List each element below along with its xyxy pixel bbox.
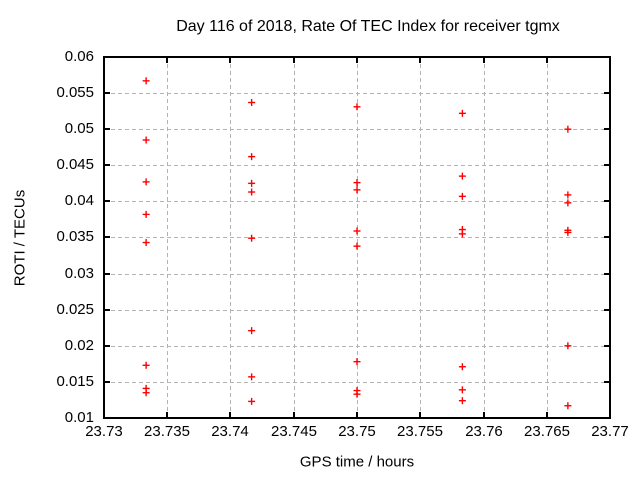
y-tick-label: 0.025 xyxy=(56,301,94,318)
y-tick-label: 0.01 xyxy=(64,409,94,426)
y-tick-label: 0.055 xyxy=(56,84,94,101)
x-axis-label: GPS time / hours xyxy=(299,453,415,471)
chart-title: Day 116 of 2018, Rate Of TEC Index for r… xyxy=(176,18,560,35)
x-tick-label: 23.73 xyxy=(85,423,123,440)
y-tick-label: 0.06 xyxy=(64,48,94,65)
x-tick-label: 23.76 xyxy=(465,423,503,440)
x-tick-label: 23.755 xyxy=(397,423,443,440)
x-tick-label: 23.745 xyxy=(271,423,317,440)
x-tick-label: 23.77 xyxy=(591,423,629,440)
y-tick-label: 0.03 xyxy=(64,265,94,282)
y-tick-label: 0.045 xyxy=(56,156,94,173)
y-tick-label: 0.05 xyxy=(64,120,94,137)
y-tick-label: 0.015 xyxy=(56,373,94,390)
y-tick-label: 0.035 xyxy=(56,228,94,245)
x-tick-label: 23.765 xyxy=(524,423,570,440)
x-tick-label: 23.74 xyxy=(211,423,249,440)
x-tick-label: 23.735 xyxy=(144,423,190,440)
plot-border xyxy=(103,56,611,419)
y-tick-label: 0.02 xyxy=(64,337,94,354)
x-tick-label: 23.75 xyxy=(338,423,376,440)
y-tick-label: 0.04 xyxy=(64,192,94,209)
